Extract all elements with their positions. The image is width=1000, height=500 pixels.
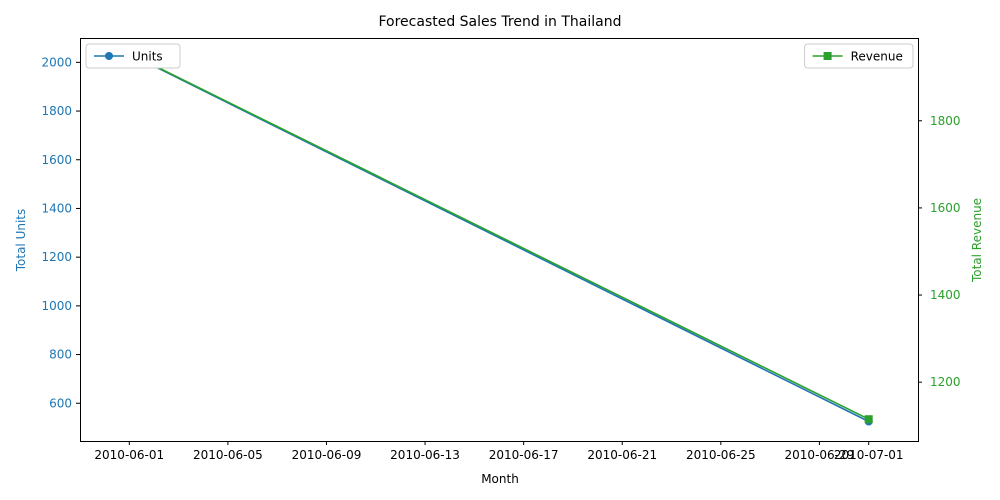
x-tick-label: 2010-06-29 [785,448,855,462]
legend-label: Units [132,50,163,64]
x-axis-label: Month [481,472,519,486]
legend-left: Units [85,43,181,69]
y-left-tick-label: 2000 [41,55,72,69]
x-tick-label: 2010-06-25 [686,448,756,462]
y-left-tick-label: 800 [49,348,72,362]
chart-title: Forecasted Sales Trend in Thailand [378,14,621,30]
legend-box [85,43,181,69]
series-revenue-line [128,52,870,420]
x-tick-label: 2010-07-01 [834,448,904,462]
y-left-tick-label: 1200 [41,250,72,264]
x-axis: 2010-06-01 2010-06-05 2010-06-09 2010-06-13… [94,441,904,462]
y-right-tick-label: 1400 [930,288,961,302]
y-axis-left: 600 800 1000 1200 1400 1600 1800 2000 [41,55,80,410]
x-tick-label: 2010-06-05 [193,448,263,462]
y-left-tick-label: 1400 [41,201,72,215]
y-right-tick-label: 1800 [930,114,961,128]
x-tick-label: 2010-06-17 [489,448,559,462]
y-right-tick-label: 1600 [930,201,961,215]
y-left-tick-label: 1800 [41,104,72,118]
plot-frame [80,38,919,442]
y-axis-left-label: Total Units [14,209,28,273]
x-tick-label: 2010-06-09 [292,448,362,462]
y-right-tick-label: 1200 [930,375,961,389]
legend-box [804,43,914,69]
y-left-tick-label: 600 [49,396,72,410]
y-left-tick-label: 1600 [41,153,72,167]
x-tick-label: 2010-06-21 [587,448,657,462]
y-left-tick-label: 1000 [41,299,72,313]
y-axis-right: 1200 1400 1600 1800 [918,114,961,389]
x-tick-label: 2010-06-13 [390,448,460,462]
legend-item-revenue: Revenue [804,43,914,69]
legend-swatch-marker [105,52,113,60]
series-revenue-point [864,415,873,424]
legend-item-units: Units [85,43,181,69]
legend-right: Revenue [804,43,914,69]
legend-swatch-marker [823,52,832,60]
y-axis-right-label: Total Revenue [970,198,984,283]
x-tick-label: 2010-06-01 [94,448,164,462]
legend-label: Revenue [851,50,903,64]
